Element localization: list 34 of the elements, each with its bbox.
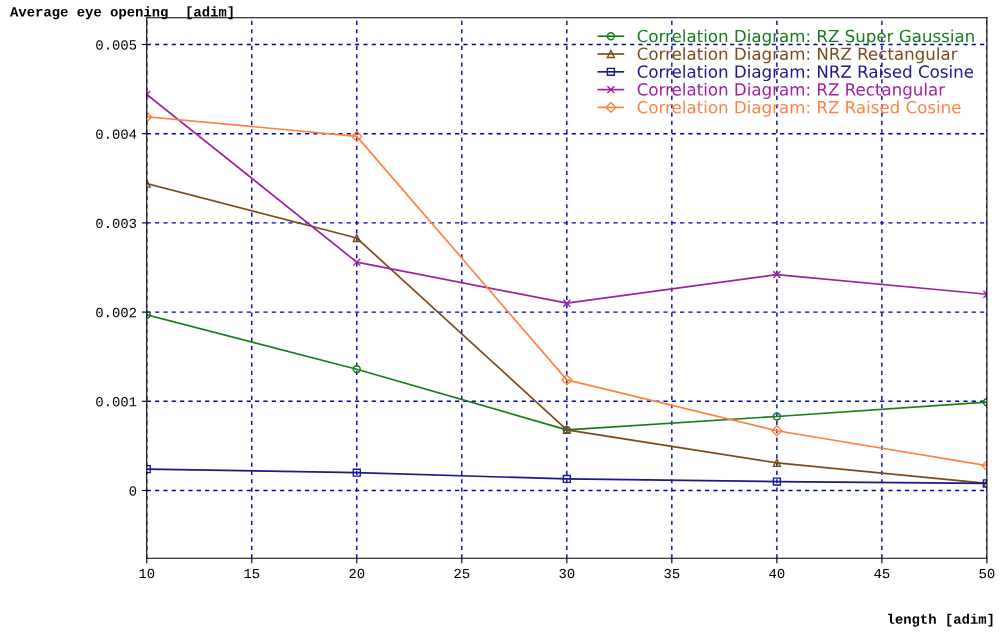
point (562, 299, 571, 308)
y-tick-label: 0 (129, 486, 137, 496)
legend-label: Correlation Diagram: NRZ Rectangular (637, 47, 958, 64)
y-tick-label: 0.003 (96, 218, 137, 229)
point (352, 468, 361, 477)
x-tick-label: 40 (769, 568, 785, 579)
y-tick-label: 0.005 (96, 40, 137, 50)
point (771, 425, 783, 437)
x-tick-label: 10 (139, 568, 155, 579)
y-axis-title: Average eye opening [adim] (10, 6, 233, 20)
point (352, 233, 361, 243)
legend-label: Correlation Diagram: RZ Raised Cosine (637, 100, 961, 117)
point (561, 374, 573, 386)
x-tick-label: 45 (874, 568, 890, 579)
legend-label: Correlation Diagram: NRZ Raised Cosine (637, 64, 974, 82)
point (772, 270, 782, 279)
point (562, 474, 571, 484)
point (772, 412, 782, 421)
legend-label: Correlation Diagram: RZ Rectangular (637, 82, 946, 99)
point (772, 477, 782, 486)
x-tick-label: 35 (664, 568, 680, 579)
point (351, 130, 363, 142)
x-tick-label: 50 (979, 568, 995, 579)
x-tick-label: 25 (454, 568, 470, 579)
y-tick-label: 0.001 (96, 397, 137, 407)
x-tick-label: 30 (559, 568, 575, 579)
x-tick-label: 20 (349, 568, 365, 579)
point (352, 257, 361, 267)
x-axis-title: length [adim] (888, 613, 993, 627)
point (352, 365, 361, 374)
x-tick-label: 15 (244, 568, 260, 579)
y-tick-label: 0.004 (96, 129, 137, 139)
y-tick-label: 0.002 (96, 307, 137, 318)
legend-label: Correlation Diagram: RZ Super Gaussian (637, 29, 974, 46)
